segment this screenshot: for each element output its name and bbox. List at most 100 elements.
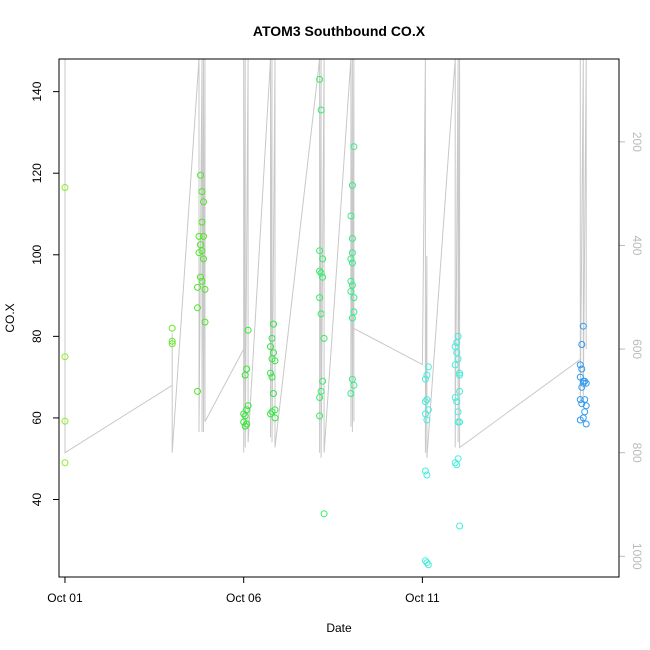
data-point	[316, 294, 324, 302]
data-point	[347, 212, 355, 220]
data-point	[194, 283, 201, 291]
y-tick-label: 40	[30, 493, 44, 507]
data-point	[198, 188, 206, 196]
data-point	[347, 255, 355, 263]
chart-title: ATOM3 Southbound CO.X	[253, 23, 426, 39]
y-tick-label: 60	[30, 411, 44, 425]
data-point	[347, 277, 355, 285]
data-point	[61, 184, 69, 191]
data-point	[456, 369, 464, 377]
y2-tick-label: 800	[630, 443, 644, 463]
data-point	[423, 471, 431, 479]
data-point	[453, 398, 461, 406]
data-point	[195, 249, 203, 257]
data-point	[244, 326, 252, 334]
data-point	[271, 357, 279, 365]
data-point	[348, 259, 356, 267]
data-point	[316, 247, 324, 255]
data-point	[423, 396, 431, 404]
data-point	[319, 377, 327, 385]
data-point	[423, 416, 431, 424]
data-point	[244, 402, 252, 410]
data-point	[320, 334, 328, 342]
y-axis-label: CO.X	[3, 303, 17, 332]
data-point	[579, 322, 587, 330]
data-point	[451, 459, 459, 467]
x-tick-label: Oct 06	[226, 591, 262, 605]
data-point	[347, 288, 355, 295]
data-point	[268, 373, 276, 381]
data-point	[578, 341, 586, 348]
y2-tick-label: 400	[630, 235, 644, 255]
data-point	[195, 232, 203, 240]
data-point	[194, 304, 201, 312]
data-point	[267, 369, 274, 377]
data-point	[240, 410, 248, 418]
data-point	[454, 408, 462, 416]
data-point	[578, 400, 586, 408]
data-point	[350, 381, 358, 389]
y-tick-label: 120	[30, 163, 44, 183]
y-tick-label: 80	[30, 329, 44, 343]
data-point	[197, 273, 204, 281]
x-tick-label: Oct 11	[405, 591, 440, 605]
data-point	[578, 365, 586, 373]
data-point	[316, 412, 324, 420]
data-point	[319, 255, 327, 263]
data-point	[348, 314, 356, 322]
data-point	[576, 361, 584, 369]
data-point	[61, 353, 69, 361]
data-point	[241, 422, 249, 430]
data-point	[271, 414, 279, 422]
data-point	[453, 461, 461, 469]
data-point	[350, 143, 358, 151]
data-point	[421, 467, 429, 475]
data-point	[61, 417, 69, 425]
data-point	[194, 387, 201, 395]
data-point	[453, 339, 461, 346]
data-point	[421, 398, 429, 406]
data-point	[197, 171, 204, 179]
data-points-layer	[61, 75, 590, 569]
data-point	[168, 324, 176, 332]
data-point	[270, 390, 277, 397]
data-point	[241, 371, 249, 379]
data-point	[317, 310, 325, 318]
data-point	[578, 383, 586, 391]
data-point	[201, 285, 209, 293]
data-point	[198, 218, 206, 226]
data-point	[423, 371, 431, 379]
data-point	[317, 106, 325, 114]
data-point	[319, 273, 327, 281]
plot-frame	[58, 58, 620, 578]
data-point	[267, 343, 274, 351]
data-point	[243, 420, 251, 428]
data-point	[576, 416, 584, 424]
data-point	[316, 394, 324, 401]
data-point	[350, 294, 358, 302]
data-point	[579, 379, 587, 387]
data-point	[268, 334, 276, 342]
x-tick-label: Oct 01	[47, 591, 83, 605]
y-tick-label: 140	[30, 81, 44, 101]
data-point	[423, 559, 431, 567]
data-point	[348, 235, 356, 242]
data-point	[320, 510, 328, 518]
data-point	[456, 418, 464, 426]
data-point	[316, 267, 324, 275]
data-point	[582, 379, 590, 387]
data-point	[348, 181, 356, 189]
y2-tick-label: 600	[630, 339, 644, 359]
data-point	[168, 340, 176, 348]
data-point	[201, 318, 209, 326]
data-point	[200, 198, 207, 206]
data-point	[582, 420, 590, 428]
data-point	[268, 408, 276, 416]
y2-tick-label: 1000	[630, 543, 644, 570]
y2-tick-label: 200	[630, 132, 644, 152]
data-point	[200, 255, 207, 263]
data-point	[456, 522, 464, 530]
data-point	[61, 459, 69, 467]
